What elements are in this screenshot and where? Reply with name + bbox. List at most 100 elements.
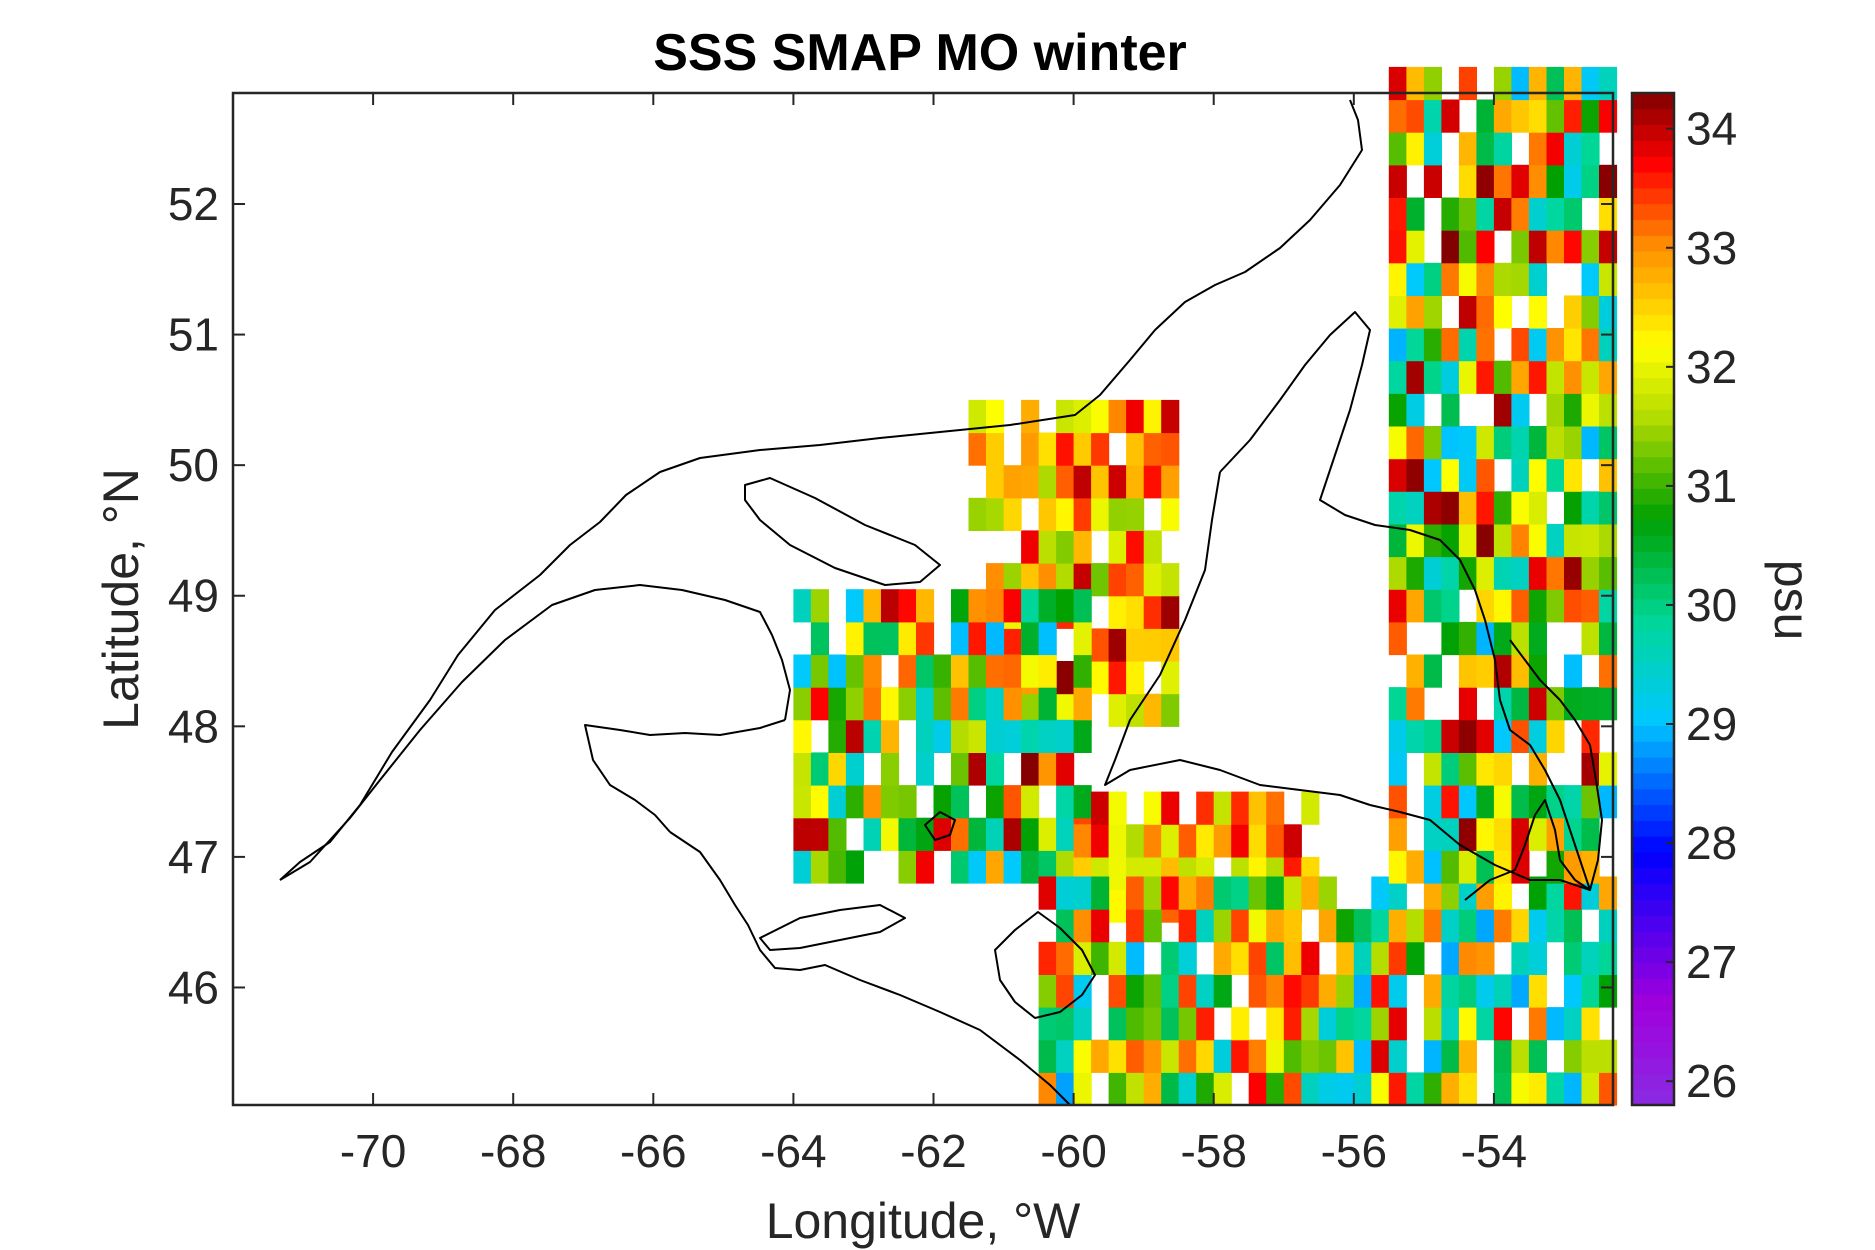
salinity-cell	[1161, 628, 1180, 662]
salinity-cell	[1546, 197, 1565, 231]
salinity-cell	[1423, 876, 1442, 910]
salinity-cell	[1021, 785, 1040, 819]
salinity-cell	[1528, 621, 1547, 656]
salinity-cell	[1161, 563, 1180, 597]
salinity-cell	[1073, 1039, 1092, 1073]
salinity-cell	[1073, 824, 1092, 858]
salinity-cell	[1564, 1039, 1583, 1073]
salinity-cell	[1581, 556, 1600, 590]
salinity-cell	[1388, 817, 1407, 851]
salinity-cell	[1458, 66, 1477, 101]
salinity-cell	[1476, 1007, 1495, 1041]
salinity-cell	[1318, 1007, 1337, 1041]
salinity-cell	[1458, 197, 1477, 231]
salinity-cell	[1161, 595, 1180, 629]
salinity-cell	[1108, 693, 1127, 727]
salinity-cell	[933, 719, 952, 753]
salinity-cell	[1406, 687, 1425, 721]
salinity-cell	[1546, 589, 1565, 623]
colorbar-bin	[1632, 456, 1674, 473]
salinity-cell	[1528, 230, 1547, 264]
salinity-cell	[1073, 654, 1092, 688]
salinity-cell	[1388, 589, 1407, 623]
salinity-cell	[968, 497, 987, 531]
salinity-cell	[1056, 432, 1075, 466]
salinity-cell	[1056, 1007, 1075, 1041]
salinity-cell	[1511, 66, 1530, 101]
salinity-cell	[1143, 1039, 1162, 1073]
salinity-cell	[1458, 1007, 1477, 1041]
salinity-cell	[916, 687, 935, 721]
salinity-cell	[1493, 752, 1512, 786]
salinity-cell	[1003, 785, 1022, 819]
salinity-cell	[1564, 66, 1583, 101]
salinity-cell	[1546, 850, 1565, 884]
salinity-cell	[1458, 426, 1477, 460]
north-shore-coastline	[279, 99, 1363, 881]
salinity-cell	[1528, 295, 1547, 329]
salinity-cell	[1388, 164, 1407, 198]
salinity-cell	[1581, 941, 1600, 975]
colorbar-ticks: 26 27 28 29 30 31 32 33 34	[1666, 103, 1737, 1107]
salinity-cell	[986, 621, 1005, 656]
salinity-cell	[1143, 909, 1162, 943]
salinity-cell	[1476, 523, 1495, 558]
salinity-cell	[1056, 817, 1075, 851]
salinity-cell	[968, 850, 987, 884]
salinity-cell	[1143, 595, 1162, 629]
colorbar-bin	[1632, 867, 1674, 885]
salinity-cell	[1038, 1007, 1057, 1041]
salinity-cell	[1388, 876, 1407, 910]
salinity-cell	[1213, 824, 1232, 858]
x-tick-label: -64	[760, 1125, 826, 1177]
salinity-cell	[1564, 687, 1583, 721]
salinity-cell	[1038, 1039, 1057, 1073]
salinity-cell	[1493, 1072, 1512, 1106]
salinity-cell	[1038, 589, 1057, 623]
salinity-cell	[951, 785, 970, 819]
salinity-cell	[1458, 230, 1477, 264]
salinity-cell	[1581, 99, 1600, 133]
salinity-cell	[1441, 817, 1460, 851]
salinity-cell	[1266, 791, 1285, 825]
salinity-cell	[1476, 360, 1495, 394]
salinity-cell	[1021, 693, 1040, 727]
salinity-cell	[793, 752, 812, 786]
salinity-cell	[1476, 589, 1495, 623]
colorbar-bin	[1632, 535, 1674, 553]
salinity-cell	[1038, 974, 1057, 1008]
salinity-cell	[1493, 164, 1512, 198]
salinity-cell	[1038, 497, 1057, 531]
salinity-cell	[1546, 393, 1565, 427]
salinity-cell	[933, 687, 952, 721]
salinity-cell	[1266, 941, 1285, 975]
y-tick-label: 51	[168, 309, 219, 361]
salinity-cell	[1056, 1039, 1075, 1073]
salinity-cell	[898, 850, 917, 884]
salinity-cell	[1371, 876, 1390, 910]
salinity-cell	[1476, 621, 1495, 656]
salinity-cell	[1458, 909, 1477, 943]
salinity-cell	[1441, 941, 1460, 975]
salinity-cell	[968, 752, 987, 786]
salinity-cell	[1493, 295, 1512, 329]
salinity-cell	[1458, 458, 1477, 492]
colorbar-bin	[1632, 678, 1674, 695]
salinity-cell	[1336, 974, 1355, 1008]
salinity-cell	[1038, 530, 1057, 564]
salinity-cell	[1126, 1007, 1145, 1041]
salinity-cell	[986, 589, 1005, 623]
salinity-cell	[1371, 1072, 1390, 1106]
salinity-cell	[1528, 1039, 1547, 1073]
salinity-cell	[916, 752, 935, 786]
y-tick-label: 49	[168, 570, 219, 622]
salinity-cell	[1493, 687, 1512, 721]
x-tick-label: -54	[1461, 1125, 1527, 1177]
x-axis-title: Longitude, °W	[766, 1193, 1081, 1249]
salinity-cell	[1108, 465, 1127, 499]
salinity-cell	[1423, 785, 1442, 819]
salinity-cell	[1511, 621, 1530, 656]
colorbar-scale	[1632, 93, 1674, 1106]
salinity-cell	[1073, 399, 1092, 434]
salinity-cell	[1581, 393, 1600, 427]
